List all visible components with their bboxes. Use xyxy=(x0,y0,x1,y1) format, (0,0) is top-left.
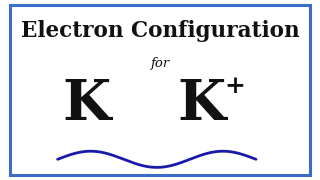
Text: +: + xyxy=(225,74,246,98)
Text: K: K xyxy=(62,77,110,132)
Text: K: K xyxy=(178,77,226,132)
Text: for: for xyxy=(150,57,170,70)
Text: Electron Configuration: Electron Configuration xyxy=(21,20,299,42)
